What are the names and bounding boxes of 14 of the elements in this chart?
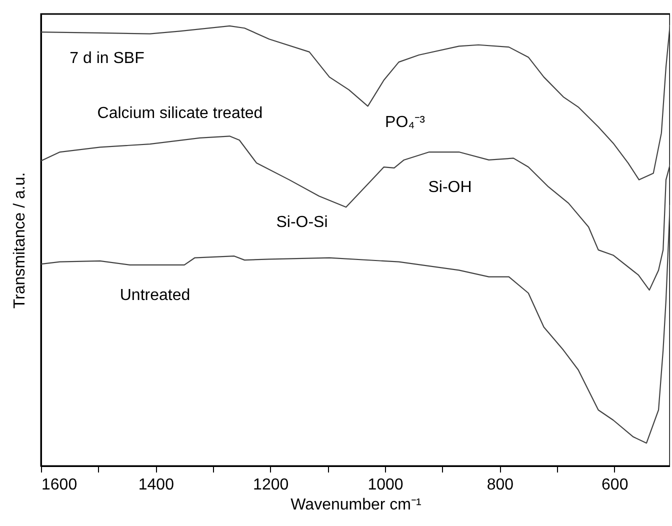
annotation: PO₄⁻³ — [385, 114, 426, 131]
x-tick-label: 600 — [602, 476, 628, 494]
x-tick-label: 1000 — [368, 476, 404, 494]
x-tick-label: 1600 — [42, 476, 78, 494]
annotation: Si-O-Si — [276, 214, 328, 231]
series-label: Untreated — [120, 287, 190, 304]
x-tick-label: 1400 — [138, 476, 174, 494]
x-axis-title: Wavenumber cm⁻¹ — [290, 496, 422, 514]
annotation: Si-OH — [428, 179, 472, 196]
series-label: Calcium silicate treated — [97, 105, 263, 122]
series-label: 7 d in SBF — [70, 50, 145, 67]
x-tick-label: 800 — [486, 476, 514, 494]
x-tick-label: 1200 — [253, 476, 289, 494]
y-axis-title: Transmitance / a.u. — [12, 172, 28, 309]
